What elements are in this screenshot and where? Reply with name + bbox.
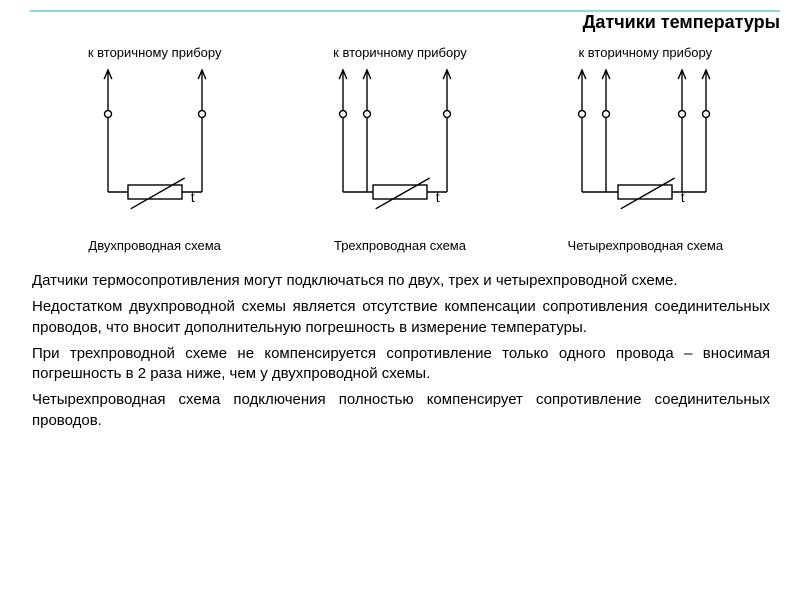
header-bar: Датчики температуры [30, 10, 780, 33]
diagram-caption: Трехпроводная схема [277, 238, 522, 253]
diagram-top-label: к вторичному прибору [523, 45, 768, 60]
svg-text:t: t [190, 189, 194, 205]
svg-text:t: t [681, 189, 685, 205]
diagram-row: к вторичному прибору t Двухпроводная схе… [30, 45, 770, 253]
diagram-caption: Двухпроводная схема [32, 238, 277, 253]
page-title: Датчики температуры [583, 12, 780, 32]
diagram-top-label: к вторичному прибору [32, 45, 277, 60]
paragraph: Четырехпроводная схема подключения полно… [32, 390, 770, 431]
three-wire-svg: t [315, 62, 485, 232]
body-text: Датчики термосопротивления могут подключ… [32, 271, 770, 431]
diagram-caption: Четырехпроводная схема [523, 238, 768, 253]
diagram-top-label: к вторичному прибору [277, 45, 522, 60]
paragraph: При трехпроводной схеме не компенсируетс… [32, 344, 770, 385]
diagram-three-wire: к вторичному прибору t Трехпроводная схе… [277, 45, 522, 253]
diagram-four-wire: к вторичному прибору t Четырехпроводная … [523, 45, 768, 253]
two-wire-svg: t [70, 62, 240, 232]
paragraph: Недостатком двухпроводной схемы является… [32, 297, 770, 338]
four-wire-svg: t [560, 62, 730, 232]
svg-text:t: t [436, 189, 440, 205]
diagram-two-wire: к вторичному прибору t Двухпроводная схе… [32, 45, 277, 253]
paragraph: Датчики термосопротивления могут подключ… [32, 271, 770, 291]
slide: Датчики температуры к вторичному прибору… [0, 0, 800, 600]
